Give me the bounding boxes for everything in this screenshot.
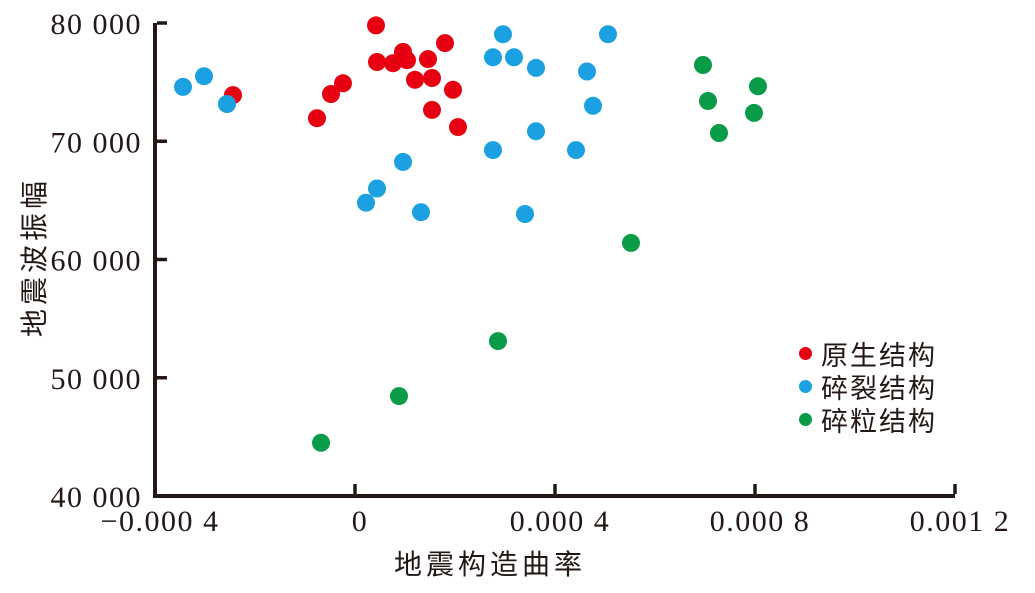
data-point-原生结构 <box>449 118 467 137</box>
data-point-碎裂结构 <box>494 25 512 44</box>
data-point-碎裂结构 <box>516 205 534 223</box>
y-tick-label: 40 000 <box>51 481 143 514</box>
data-point-碎粒结构 <box>622 233 640 252</box>
data-point-碎粒结构 <box>699 92 717 110</box>
legend-label-cataclastic-structure: 碎裂结构 <box>821 374 937 404</box>
data-point-碎粒结构 <box>694 56 712 74</box>
legend-dot-blue-icon <box>799 380 812 393</box>
data-point-碎裂结构 <box>527 58 545 77</box>
data-point-原生结构 <box>368 53 386 71</box>
data-point-碎裂结构 <box>484 48 502 67</box>
data-point-原生结构 <box>423 69 441 87</box>
y-tick-label: 70 000 <box>51 126 143 159</box>
x-tick-label: 0.001 2 <box>910 505 1011 538</box>
data-point-原生结构 <box>444 80 462 99</box>
data-point-原生结构 <box>406 70 424 89</box>
legend-item-primary-structure: 原生结构 <box>799 337 937 371</box>
data-point-碎粒结构 <box>489 332 507 351</box>
x-axis-title: 地震构造曲率 <box>393 550 586 581</box>
legend-item-granular-structure: 碎粒结构 <box>799 403 937 437</box>
x-tick-label: 0 <box>352 505 369 538</box>
legend-dot-green-icon <box>799 413 812 426</box>
data-point-原生结构 <box>398 51 416 70</box>
data-point-碎裂结构 <box>412 203 430 222</box>
legend-dot-red-icon <box>799 347 812 360</box>
data-point-碎粒结构 <box>745 103 763 122</box>
data-point-原生结构 <box>419 50 437 69</box>
data-point-原生结构 <box>436 34 454 53</box>
data-point-原生结构 <box>423 100 441 119</box>
y-tick-label: 50 000 <box>51 363 143 396</box>
x-tick-label: 0.000 8 <box>710 505 811 538</box>
data-point-碎粒结构 <box>710 124 728 142</box>
y-tick-label: 80 000 <box>51 8 143 41</box>
data-point-原生结构 <box>367 16 385 35</box>
legend-label-granular-structure: 碎粒结构 <box>821 407 937 437</box>
data-point-碎裂结构 <box>357 193 375 212</box>
legend: 原生结构 碎裂结构 碎粒结构 <box>799 337 937 437</box>
data-point-碎裂结构 <box>368 179 386 198</box>
data-point-原生结构 <box>308 109 326 128</box>
data-point-碎裂结构 <box>174 77 192 96</box>
data-point-碎裂结构 <box>527 122 545 141</box>
data-point-碎裂结构 <box>584 96 602 115</box>
data-point-碎粒结构 <box>390 387 408 406</box>
data-point-碎裂结构 <box>394 152 412 171</box>
data-point-碎裂结构 <box>484 141 502 160</box>
data-point-碎裂结构 <box>218 95 236 113</box>
y-tick-label: 60 000 <box>51 245 143 278</box>
data-point-碎裂结构 <box>195 67 213 86</box>
data-point-碎裂结构 <box>578 62 596 81</box>
data-point-原生结构 <box>322 85 340 103</box>
data-point-碎裂结构 <box>567 141 585 160</box>
x-tick-label: 0.000 4 <box>510 505 611 538</box>
data-point-碎粒结构 <box>312 433 330 452</box>
data-point-碎粒结构 <box>749 77 767 96</box>
data-point-碎裂结构 <box>505 48 523 67</box>
legend-label-primary-structure: 原生结构 <box>821 341 937 371</box>
axis-spine <box>153 23 955 498</box>
x-tick-label: −0.000 4 <box>101 505 220 538</box>
legend-item-cataclastic-structure: 碎裂结构 <box>799 370 937 404</box>
data-point-碎裂结构 <box>599 25 617 44</box>
y-axis-title: 地震波振幅 <box>20 177 51 338</box>
data-point-原生结构 <box>334 74 352 93</box>
